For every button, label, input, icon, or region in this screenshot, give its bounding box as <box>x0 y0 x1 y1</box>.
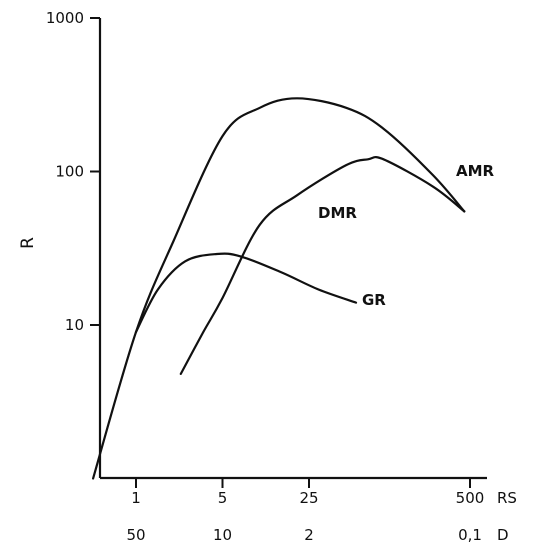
x-axis-name: D <box>497 526 509 544</box>
x-ticks: 1 5 25 500 RS 50 10 2 0,1 D <box>126 478 517 544</box>
y-ticks: 1000 100 10 <box>46 9 100 334</box>
series-label-dmr: DMR <box>318 204 357 222</box>
series-label-gr: GR <box>362 291 386 309</box>
x-tick-label: 5 <box>218 489 228 507</box>
x-tick-label: 0,1 <box>458 526 482 544</box>
x-tick-label: 10 <box>213 526 232 544</box>
x-tick-label: 25 <box>299 489 318 507</box>
y-tick-label: 100 <box>55 163 84 181</box>
x-tick-label: 1 <box>131 489 141 507</box>
x-tick-label: 50 <box>126 526 145 544</box>
series-line-dmr <box>179 155 466 375</box>
series-group: AMR DMR GR <box>92 97 495 480</box>
series-line-amr <box>92 97 466 480</box>
x-tick-label: 500 <box>456 489 485 507</box>
y-axis-label: R <box>18 237 38 249</box>
y-tick-label: 1000 <box>46 9 84 27</box>
axes <box>98 18 487 480</box>
series-label-amr: AMR <box>456 162 495 180</box>
x-axis-name: RS <box>497 489 517 507</box>
x-tick-label: 2 <box>304 526 314 544</box>
y-tick-label: 10 <box>65 316 84 334</box>
series-line-gr <box>134 252 358 334</box>
